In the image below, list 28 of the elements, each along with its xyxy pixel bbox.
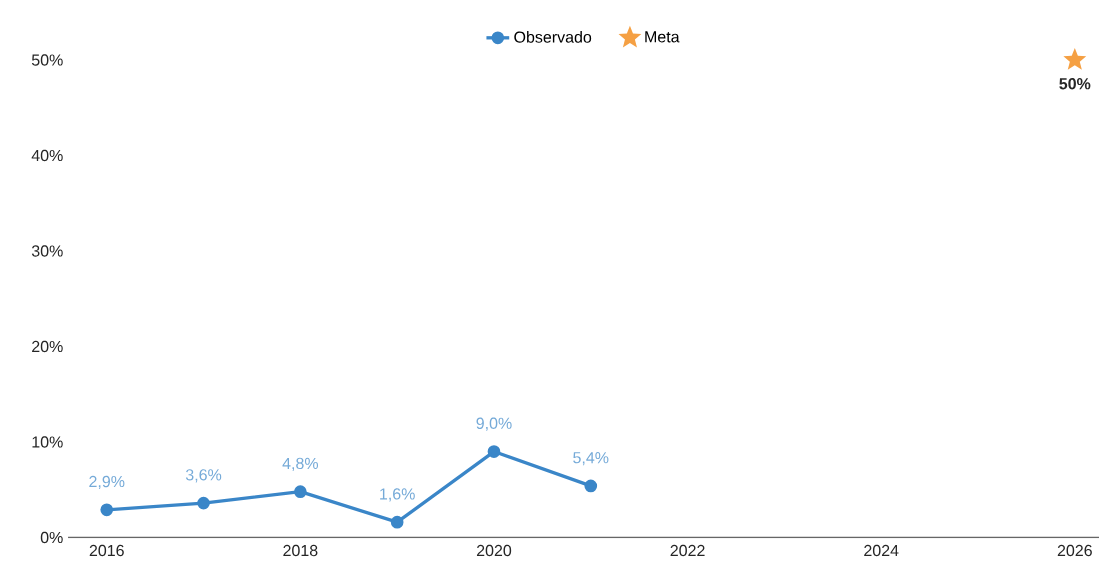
data-label: 5,4% [573,452,609,466]
x-tick-label: 2020 [476,545,512,557]
data-label: 3,6% [185,469,222,483]
point [390,516,404,529]
y-tick-label: 10% [32,436,63,448]
y-tick-label: 50% [31,54,63,66]
y-tick-label: 20% [32,341,63,353]
legend-label: Meta [645,31,680,43]
point [197,497,210,510]
x-tick-label: 2024 [864,545,899,557]
x-tick-label: 2026 [1057,545,1092,557]
data-label: 9,0% [476,417,512,432]
point [1063,48,1087,70]
x-tick-label: 2016 [89,545,124,557]
x-tick-label: 2018 [283,545,318,557]
data-label: 4,8% [282,457,319,472]
x-tick-label: 2022 [670,545,705,557]
point [584,479,598,493]
y-tick-label: 30% [31,245,63,257]
point [487,445,501,459]
data-label: 1,6% [380,488,415,502]
data-label: 50% [1059,78,1091,90]
legend-label: Observado [514,31,592,44]
data-label: 2,9% [89,476,125,490]
point [294,485,307,499]
point [100,503,114,517]
y-tick-label: 40% [31,150,63,162]
y-tick-label: 0% [40,532,63,544]
